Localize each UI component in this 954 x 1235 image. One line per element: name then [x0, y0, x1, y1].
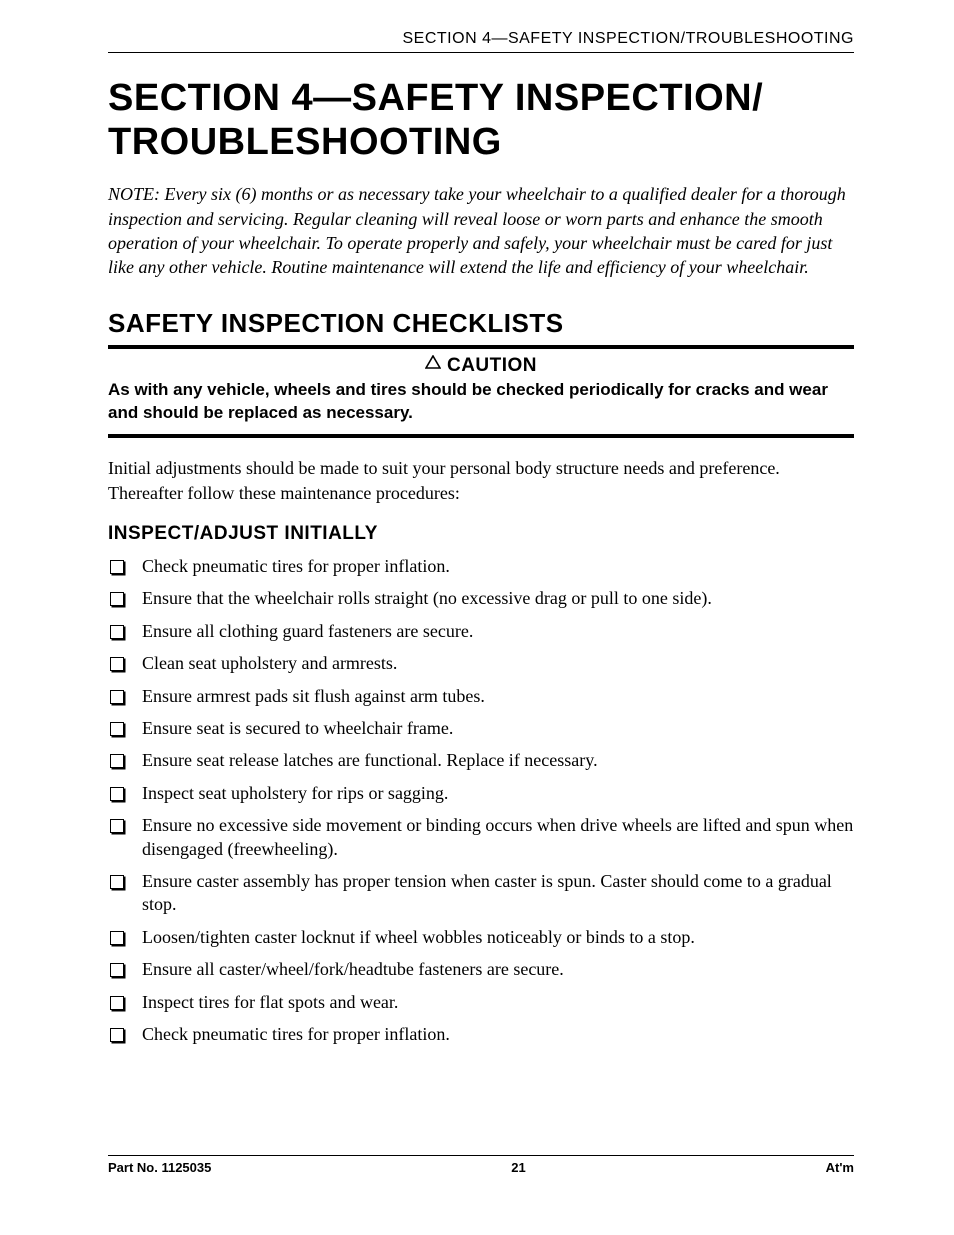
checkbox-icon [110, 560, 124, 574]
page: SECTION 4—SAFETY INSPECTION/TROUBLESHOOT… [0, 0, 954, 1235]
checklist-item: Inspect tires for flat spots and wear. [108, 991, 854, 1014]
footer-part-no: Part No. 1125035 [108, 1160, 211, 1175]
checklist-item-text: Inspect tires for flat spots and wear. [142, 992, 398, 1012]
running-header: SECTION 4—SAFETY INSPECTION/TROUBLESHOOT… [108, 30, 854, 53]
checkbox-icon [110, 754, 124, 768]
page-footer: Part No. 1125035 21 At'm [108, 1155, 854, 1175]
intro-paragraph: Initial adjustments should be made to su… [108, 456, 854, 505]
checkbox-icon [110, 657, 124, 671]
checklist-item-text: Ensure caster assembly has proper tensio… [142, 871, 832, 914]
checklist-item-text: Ensure armrest pads sit flush against ar… [142, 686, 485, 706]
checklist-item: Inspect seat upholstery for rips or sagg… [108, 782, 854, 805]
checklist-item-text: Ensure no excessive side movement or bin… [142, 815, 853, 858]
inspect-adjust-heading: INSPECT/ADJUST INITIALLY [108, 523, 854, 545]
checklist-item: Clean seat upholstery and armrests. [108, 652, 854, 675]
safety-checklists-heading: SAFETY INSPECTION CHECKLISTS [108, 308, 854, 339]
caution-box: CAUTION As with any vehicle, wheels and … [108, 345, 854, 439]
caution-word: CAUTION [447, 355, 537, 376]
checkbox-icon [110, 931, 124, 945]
note-paragraph: NOTE: Every six (6) months or as necessa… [108, 182, 854, 279]
section-title: SECTION 4—SAFETY INSPECTION/ TROUBLESHOO… [108, 77, 854, 164]
checkbox-icon [110, 963, 124, 977]
checklist-item: Check pneumatic tires for proper inflati… [108, 555, 854, 578]
checklist-item-text: Check pneumatic tires for proper inflati… [142, 556, 450, 576]
checklist-item-text: Ensure all clothing guard fasteners are … [142, 621, 473, 641]
checklist-item: Check pneumatic tires for proper inflati… [108, 1023, 854, 1046]
checkbox-icon [110, 722, 124, 736]
checkbox-icon [110, 625, 124, 639]
checklist-item-text: Ensure seat release latches are function… [142, 750, 598, 770]
checklist-item: Ensure seat release latches are function… [108, 749, 854, 772]
checkbox-icon [110, 875, 124, 889]
caution-label: CAUTION [108, 355, 854, 377]
checkbox-icon [110, 819, 124, 833]
checkbox-icon [110, 690, 124, 704]
checklist-item: Ensure that the wheelchair rolls straigh… [108, 587, 854, 610]
checklist-item-text: Ensure seat is secured to wheelchair fra… [142, 718, 453, 738]
checklist-item-text: Ensure that the wheelchair rolls straigh… [142, 588, 712, 608]
checklist-item-text: Ensure all caster/wheel/fork/headtube fa… [142, 959, 564, 979]
checklist-item: Ensure seat is secured to wheelchair fra… [108, 717, 854, 740]
checklist-item-text: Inspect seat upholstery for rips or sagg… [142, 783, 448, 803]
checklist-item: Loosen/tighten caster locknut if wheel w… [108, 926, 854, 949]
checklist-item-text: Check pneumatic tires for proper inflati… [142, 1024, 450, 1044]
footer-page-number: 21 [511, 1160, 525, 1175]
checkbox-icon [110, 1028, 124, 1042]
caution-text: As with any vehicle, wheels and tires sh… [108, 379, 854, 425]
warning-triangle-icon [425, 353, 441, 375]
checkbox-icon [110, 996, 124, 1010]
checklist-item-text: Loosen/tighten caster locknut if wheel w… [142, 927, 695, 947]
checklist-item-text: Clean seat upholstery and armrests. [142, 653, 397, 673]
checklist: Check pneumatic tires for proper inflati… [108, 555, 854, 1046]
footer-model: At'm [826, 1160, 854, 1175]
checkbox-icon [110, 592, 124, 606]
checklist-item: Ensure all caster/wheel/fork/headtube fa… [108, 958, 854, 981]
checklist-item: Ensure caster assembly has proper tensio… [108, 870, 854, 917]
checklist-item: Ensure armrest pads sit flush against ar… [108, 685, 854, 708]
checklist-item: Ensure all clothing guard fasteners are … [108, 620, 854, 643]
checklist-item: Ensure no excessive side movement or bin… [108, 814, 854, 861]
checkbox-icon [110, 787, 124, 801]
